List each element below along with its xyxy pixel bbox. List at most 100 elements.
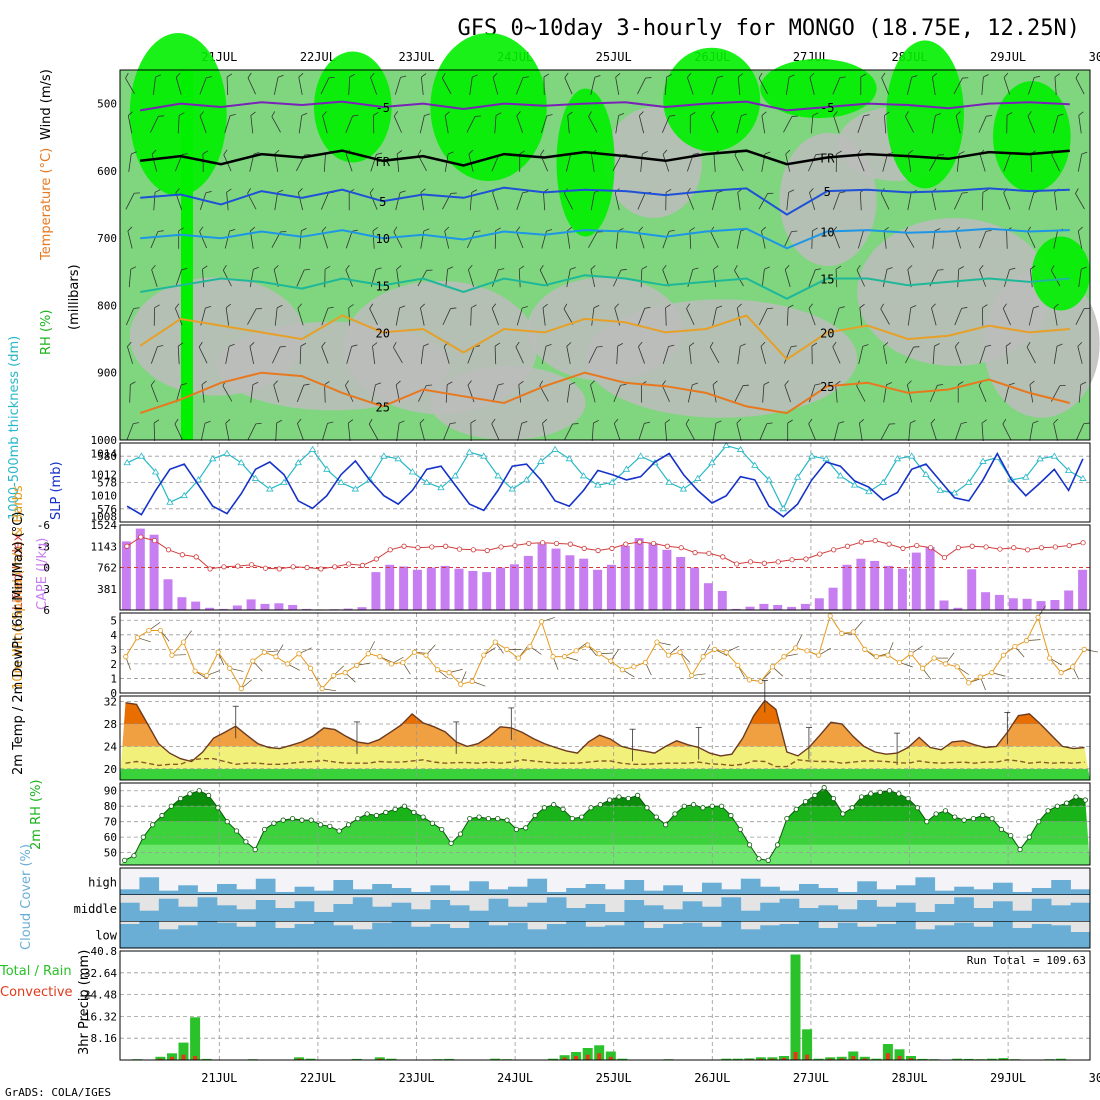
wind-barb-flag	[693, 152, 700, 155]
wind-barb-flag	[911, 75, 918, 78]
precip-convective-bar	[562, 1057, 567, 1060]
wind-barb	[736, 303, 742, 326]
thickness-point	[437, 483, 445, 491]
wind-barb-shaft	[371, 384, 376, 403]
slp-tick-label: 1014	[91, 448, 118, 461]
wind-barb-shaft	[613, 423, 621, 441]
wind-barb-flag	[226, 73, 233, 78]
wind-barb-flag	[881, 72, 886, 78]
wind-barb	[177, 112, 185, 134]
wind-barb	[175, 268, 188, 287]
thickness-point	[722, 441, 730, 449]
wind-barb	[640, 266, 648, 288]
wind-barb-flag	[393, 342, 397, 348]
wind-barb	[515, 341, 524, 364]
wind-barb-shaft	[273, 77, 279, 95]
rh2m-point	[411, 809, 417, 815]
wind-barb-flag	[620, 269, 627, 271]
wind-barb-shaft	[880, 193, 890, 210]
wind-barb	[394, 75, 407, 95]
temp-ylabel: 2m Temp / 2m DewPt (6hr Min/Max) (°C)	[11, 512, 26, 775]
wind10m-point	[943, 661, 949, 667]
wind-barb-shaft	[883, 230, 887, 249]
rh2m-point	[588, 805, 594, 811]
wind-barb-flag	[839, 76, 846, 79]
wind-barb-shaft	[396, 269, 400, 288]
wind-barb-flag	[614, 303, 619, 309]
wind-barb-flag	[985, 229, 992, 232]
wind-barb-shaft	[444, 230, 450, 249]
wind-barb-shaft	[858, 346, 864, 364]
wind-barb-shaft	[835, 384, 838, 403]
cloud-cover-bar	[702, 906, 722, 922]
wind-barb-shaft	[225, 346, 230, 365]
thickness-ylabel: 1000-500mb thickness (dm)	[7, 336, 22, 520]
wind-barb-shaft	[809, 192, 816, 211]
cloud-cover-bar	[624, 900, 645, 922]
wind-barb-shaft	[441, 77, 452, 95]
wind-barb-flag	[247, 72, 252, 79]
wind-barb	[758, 307, 774, 325]
wind-barb-shaft	[665, 307, 667, 326]
wind-barb-flag	[419, 418, 425, 424]
wind-barb-flag	[588, 111, 592, 117]
wind-barb-shaft	[491, 154, 500, 172]
wind10m-point	[1000, 652, 1006, 658]
wind-barb	[467, 380, 475, 403]
wind-barb-shaft	[393, 231, 403, 249]
wind-barb-shaft	[567, 115, 570, 134]
cloud-cover-bar	[333, 925, 354, 948]
wind-barb	[979, 344, 992, 364]
cape-bar	[565, 555, 575, 610]
cloud-cover-bar	[449, 928, 470, 948]
cloud-cover-bar	[799, 884, 819, 895]
li-point	[858, 539, 864, 545]
thickness-point	[537, 457, 545, 464]
wind-barb-flag	[709, 341, 714, 348]
wind-barb-shaft	[687, 384, 693, 403]
wind-barb-flag	[856, 264, 861, 271]
wind-barb-shaft	[516, 192, 524, 210]
wind-barb-flag	[859, 419, 865, 424]
precip-total-bar	[998, 1058, 1009, 1060]
wind-barb-shaft	[880, 308, 890, 325]
wind-barb	[370, 72, 378, 95]
cloud-cover-bar	[702, 926, 722, 948]
wind10m-point	[123, 654, 129, 660]
precip-convective-bar	[574, 1056, 579, 1060]
cape-bar	[759, 603, 769, 610]
rh2m-point	[579, 814, 585, 820]
wind-barb-flag	[767, 307, 774, 310]
wind-barb-flag	[498, 268, 505, 271]
rh2m-point	[523, 825, 529, 831]
cape-bar	[1022, 598, 1032, 610]
precip-convective-bar	[758, 1058, 763, 1060]
wind-barb-flag	[815, 268, 822, 271]
rh2m-point	[364, 811, 370, 817]
wind-barb-flag	[348, 419, 354, 424]
rh2m-point	[299, 817, 305, 823]
rh2m-point	[774, 842, 781, 848]
thickness-point	[494, 472, 502, 479]
wind-barb-shaft	[274, 192, 279, 211]
wind-barb	[470, 419, 477, 442]
wind-barb-shaft	[249, 269, 254, 288]
rh-moist-column	[181, 70, 193, 440]
wind-barb	[761, 266, 770, 288]
wind-barb-flag	[133, 422, 140, 424]
thickness-point	[422, 478, 431, 485]
wind-barb-shaft	[274, 153, 279, 172]
wind-barb	[953, 77, 969, 95]
wind-barb-shaft	[129, 384, 131, 403]
precip-total-bar	[617, 1058, 628, 1060]
wind-barb-flag	[886, 382, 893, 386]
cloud-cover-bar	[973, 926, 994, 948]
wind-barb-flag	[369, 188, 374, 194]
cloud-cover-bar	[643, 890, 664, 895]
wind-barb-shaft	[444, 153, 449, 172]
wind-barb-flag	[228, 343, 235, 347]
wind-barb-flag	[785, 149, 791, 155]
wind-barb-flag	[566, 342, 572, 347]
precip-convective-bar	[839, 1058, 844, 1060]
wind-barb-shaft	[127, 230, 133, 249]
